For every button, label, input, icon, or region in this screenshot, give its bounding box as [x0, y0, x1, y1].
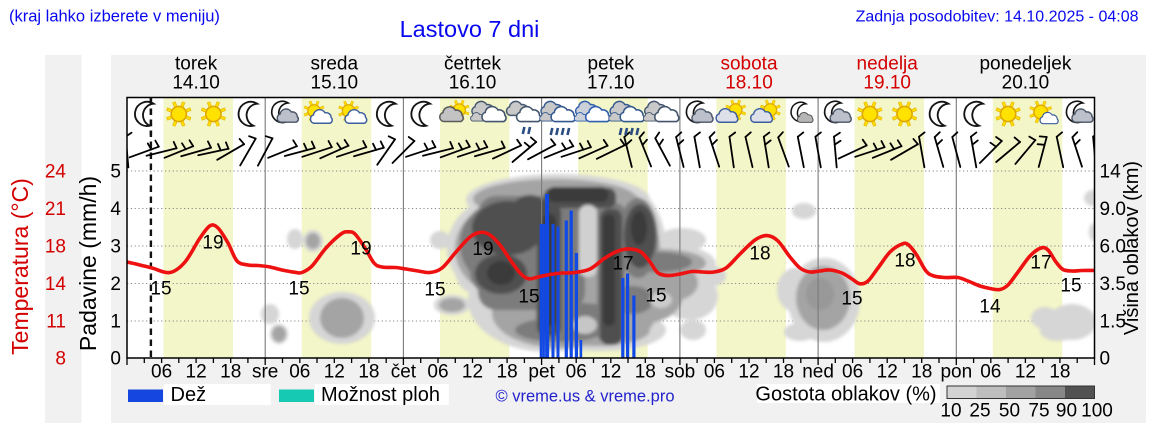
- svg-text:Višina oblakov (km): Višina oblakov (km): [1121, 161, 1143, 335]
- svg-text:6.0: 6.0: [1100, 237, 1126, 258]
- svg-text:06: 06: [289, 362, 310, 383]
- svg-text:3.5: 3.5: [1100, 274, 1126, 295]
- svg-text:21: 21: [45, 199, 66, 220]
- svg-text:15: 15: [424, 280, 445, 301]
- svg-text:© vreme.us & vreme.pro: © vreme.us & vreme.pro: [495, 388, 674, 406]
- svg-text:18: 18: [497, 362, 518, 383]
- svg-text:19: 19: [350, 239, 371, 260]
- svg-text:18: 18: [749, 244, 770, 265]
- svg-text:12: 12: [600, 362, 621, 383]
- svg-text:sob: sob: [665, 362, 696, 383]
- svg-text:Možnost ploh: Možnost ploh: [321, 384, 440, 406]
- svg-text:Lastovo 7 dni: Lastovo 7 dni: [400, 16, 540, 42]
- svg-text:pon: pon: [940, 362, 972, 383]
- svg-text:06: 06: [842, 362, 863, 383]
- svg-text:19: 19: [202, 233, 223, 254]
- svg-text:nedelja: nedelja: [857, 54, 919, 75]
- svg-text:06: 06: [151, 362, 172, 383]
- svg-text:18: 18: [635, 362, 656, 383]
- svg-text:90: 90: [1056, 401, 1077, 422]
- svg-text:18: 18: [220, 362, 241, 383]
- svg-text:14.10: 14.10: [172, 73, 220, 94]
- svg-text:12: 12: [324, 362, 345, 383]
- svg-text:12: 12: [738, 362, 759, 383]
- svg-text:15: 15: [288, 279, 309, 300]
- svg-text:20.10: 20.10: [1002, 73, 1050, 94]
- svg-text:0: 0: [1100, 349, 1111, 370]
- svg-text:Padavine (mm/h): Padavine (mm/h): [75, 176, 101, 351]
- svg-text:15: 15: [150, 279, 171, 300]
- svg-text:24: 24: [45, 162, 67, 183]
- svg-text:75: 75: [1028, 401, 1049, 422]
- svg-text:17: 17: [1030, 253, 1051, 274]
- svg-text:12: 12: [462, 362, 483, 383]
- svg-text:06: 06: [704, 362, 725, 383]
- svg-text:4: 4: [110, 199, 121, 220]
- svg-text:18: 18: [45, 237, 66, 258]
- svg-text:06: 06: [427, 362, 448, 383]
- svg-text:9.0: 9.0: [1100, 199, 1126, 220]
- svg-text:3: 3: [110, 237, 121, 258]
- svg-text:19.10: 19.10: [863, 73, 911, 94]
- svg-text:petek: petek: [588, 54, 635, 75]
- svg-text:18: 18: [358, 362, 379, 383]
- svg-text:2: 2: [110, 274, 121, 295]
- svg-text:ponedeljek: ponedeljek: [979, 54, 1071, 75]
- svg-text:18: 18: [911, 362, 932, 383]
- svg-text:12: 12: [186, 362, 207, 383]
- svg-text:100: 100: [1081, 401, 1113, 422]
- svg-text:14: 14: [1100, 162, 1122, 183]
- svg-text:sreda: sreda: [311, 54, 359, 75]
- svg-text:18.10: 18.10: [725, 73, 773, 94]
- svg-text:19: 19: [472, 239, 493, 260]
- svg-text:5: 5: [110, 162, 121, 183]
- svg-text:18: 18: [894, 251, 915, 272]
- svg-text:06: 06: [566, 362, 587, 383]
- svg-text:12: 12: [877, 362, 898, 383]
- svg-text:15.10: 15.10: [311, 73, 359, 94]
- svg-text:17.10: 17.10: [587, 73, 635, 94]
- svg-text:15: 15: [518, 287, 539, 308]
- svg-text:Zadnja posodobitev: 14.10.2025: Zadnja posodobitev: 14.10.2025 - 04:08: [856, 9, 1139, 26]
- svg-text:čet: čet: [391, 362, 417, 383]
- svg-text:15: 15: [645, 286, 666, 307]
- svg-text:Gostota oblakov (%): Gostota oblakov (%): [755, 384, 936, 406]
- svg-text:(kraj lahko izberete v meniju): (kraj lahko izberete v meniju): [9, 8, 220, 26]
- svg-text:ned: ned: [802, 362, 834, 383]
- svg-text:50: 50: [999, 401, 1020, 422]
- svg-text:15: 15: [841, 289, 862, 310]
- svg-text:11: 11: [46, 312, 66, 333]
- svg-text:12: 12: [1015, 362, 1036, 383]
- svg-text:sre: sre: [252, 362, 278, 383]
- svg-text:8: 8: [55, 349, 66, 370]
- svg-text:10: 10: [940, 401, 961, 422]
- svg-text:17: 17: [612, 254, 633, 275]
- svg-text:25: 25: [969, 401, 990, 422]
- svg-text:Dež: Dež: [171, 384, 207, 406]
- svg-text:Temperatura (°C): Temperatura (°C): [7, 178, 33, 355]
- svg-text:18: 18: [773, 362, 794, 383]
- svg-text:15: 15: [1060, 276, 1081, 297]
- svg-text:14: 14: [45, 274, 67, 295]
- svg-text:0: 0: [110, 349, 121, 370]
- svg-text:sobota: sobota: [720, 54, 777, 75]
- svg-text:16.10: 16.10: [449, 73, 497, 94]
- svg-text:torek: torek: [175, 54, 218, 75]
- svg-text:14: 14: [979, 297, 1001, 318]
- svg-text:1.5: 1.5: [1100, 312, 1126, 333]
- svg-text:18: 18: [1049, 362, 1070, 383]
- svg-text:pet: pet: [528, 362, 555, 383]
- svg-text:četrtek: četrtek: [444, 54, 502, 75]
- svg-text:06: 06: [980, 362, 1001, 383]
- svg-text:1: 1: [110, 312, 121, 333]
